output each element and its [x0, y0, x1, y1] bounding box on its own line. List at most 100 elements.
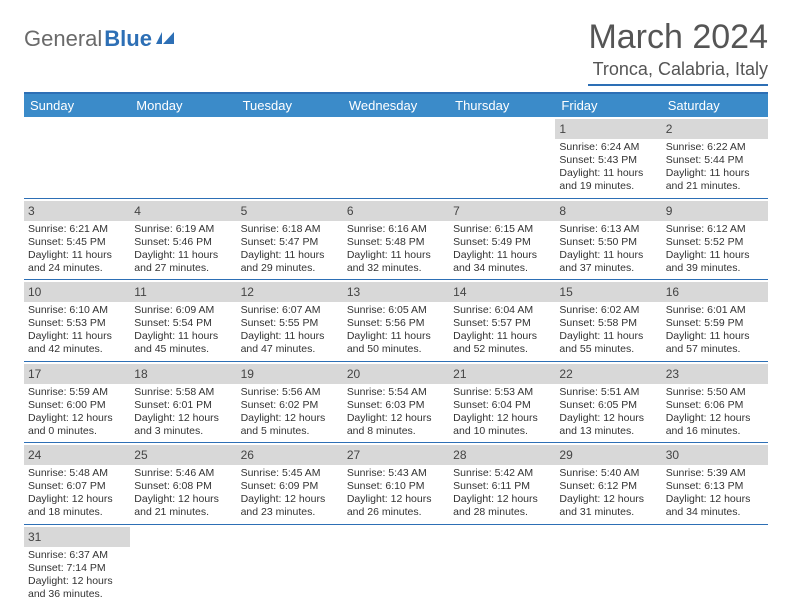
day-detail: Daylight: 11 hours — [559, 167, 657, 180]
day-detail: and 34 minutes. — [666, 506, 764, 519]
day-detail: and 13 minutes. — [559, 425, 657, 438]
day-detail: Daylight: 12 hours — [453, 493, 551, 506]
day-detail: Daylight: 12 hours — [134, 493, 232, 506]
day-detail: Sunrise: 6:01 AM — [666, 304, 764, 317]
calendar-cell: 7Sunrise: 6:15 AMSunset: 5:49 PMDaylight… — [449, 199, 555, 280]
day-number-bar: 31 — [24, 527, 130, 547]
day-detail: Sunrise: 5:59 AM — [28, 386, 126, 399]
day-detail: Sunrise: 6:18 AM — [241, 223, 339, 236]
day-number-bar: 15 — [555, 282, 661, 302]
day-detail: Sunset: 7:14 PM — [28, 562, 126, 575]
weekday-label: Saturday — [662, 94, 768, 117]
calendar-cell — [343, 117, 449, 198]
day-detail: Sunrise: 5:40 AM — [559, 467, 657, 480]
day-detail: Daylight: 11 hours — [28, 249, 126, 262]
calendar-week: 24Sunrise: 5:48 AMSunset: 6:07 PMDayligh… — [24, 443, 768, 525]
day-detail: Daylight: 12 hours — [559, 493, 657, 506]
calendar-cell: 25Sunrise: 5:46 AMSunset: 6:08 PMDayligh… — [130, 443, 236, 524]
day-number-bar: 9 — [662, 201, 768, 221]
day-detail: and 8 minutes. — [347, 425, 445, 438]
weekday-label: Thursday — [449, 94, 555, 117]
day-number-bar: 2 — [662, 119, 768, 139]
calendar-cell: 14Sunrise: 6:04 AMSunset: 5:57 PMDayligh… — [449, 280, 555, 361]
day-number: 7 — [453, 204, 460, 218]
day-number: 29 — [559, 448, 572, 462]
day-detail: and 31 minutes. — [559, 506, 657, 519]
logo-text-blue: Blue — [104, 26, 152, 52]
day-detail: and 57 minutes. — [666, 343, 764, 356]
day-number-bar: 27 — [343, 445, 449, 465]
day-number-bar: 19 — [237, 364, 343, 384]
calendar-week: 31Sunrise: 6:37 AMSunset: 7:14 PMDayligh… — [24, 525, 768, 606]
calendar-cell: 10Sunrise: 6:10 AMSunset: 5:53 PMDayligh… — [24, 280, 130, 361]
calendar-week: 10Sunrise: 6:10 AMSunset: 5:53 PMDayligh… — [24, 280, 768, 362]
calendar-cell: 27Sunrise: 5:43 AMSunset: 6:10 PMDayligh… — [343, 443, 449, 524]
calendar-cell: 28Sunrise: 5:42 AMSunset: 6:11 PMDayligh… — [449, 443, 555, 524]
day-detail: Daylight: 12 hours — [241, 412, 339, 425]
day-detail: Sunset: 6:10 PM — [347, 480, 445, 493]
calendar-cell: 18Sunrise: 5:58 AMSunset: 6:01 PMDayligh… — [130, 362, 236, 443]
day-detail: Sunrise: 5:54 AM — [347, 386, 445, 399]
calendar-cell: 24Sunrise: 5:48 AMSunset: 6:07 PMDayligh… — [24, 443, 130, 524]
day-detail: Sunset: 5:50 PM — [559, 236, 657, 249]
day-detail: Daylight: 12 hours — [559, 412, 657, 425]
day-detail: Sunset: 6:01 PM — [134, 399, 232, 412]
day-number: 31 — [28, 530, 41, 544]
calendar-cell: 16Sunrise: 6:01 AMSunset: 5:59 PMDayligh… — [662, 280, 768, 361]
day-detail: and 28 minutes. — [453, 506, 551, 519]
day-detail: Sunrise: 6:02 AM — [559, 304, 657, 317]
day-number: 12 — [241, 285, 254, 299]
day-detail: and 52 minutes. — [453, 343, 551, 356]
day-number-bar: 13 — [343, 282, 449, 302]
day-detail: Sunset: 5:58 PM — [559, 317, 657, 330]
day-detail: and 18 minutes. — [28, 506, 126, 519]
weekday-label: Monday — [130, 94, 236, 117]
calendar-cell — [130, 117, 236, 198]
day-number-bar: 30 — [662, 445, 768, 465]
calendar-cell — [343, 525, 449, 606]
day-detail: Daylight: 11 hours — [559, 330, 657, 343]
day-number: 5 — [241, 204, 248, 218]
day-number: 14 — [453, 285, 466, 299]
day-detail: Sunrise: 6:13 AM — [559, 223, 657, 236]
day-detail: Sunrise: 5:53 AM — [453, 386, 551, 399]
day-detail: Daylight: 11 hours — [347, 249, 445, 262]
day-detail: Sunset: 5:56 PM — [347, 317, 445, 330]
day-detail: Sunset: 6:03 PM — [347, 399, 445, 412]
day-number-bar: 25 — [130, 445, 236, 465]
day-number: 17 — [28, 367, 41, 381]
day-number-bar: 6 — [343, 201, 449, 221]
weekday-label: Tuesday — [237, 94, 343, 117]
day-number-bar: 22 — [555, 364, 661, 384]
day-detail: Daylight: 11 hours — [134, 330, 232, 343]
day-detail: Sunrise: 5:50 AM — [666, 386, 764, 399]
day-number: 25 — [134, 448, 147, 462]
day-detail: Sunset: 5:47 PM — [241, 236, 339, 249]
day-detail: Sunrise: 5:43 AM — [347, 467, 445, 480]
weekday-label: Friday — [555, 94, 661, 117]
day-detail: and 0 minutes. — [28, 425, 126, 438]
day-detail: Sunset: 6:07 PM — [28, 480, 126, 493]
day-number: 15 — [559, 285, 572, 299]
day-detail: and 37 minutes. — [559, 262, 657, 275]
day-detail: and 50 minutes. — [347, 343, 445, 356]
day-detail: Sunrise: 6:16 AM — [347, 223, 445, 236]
day-detail: and 10 minutes. — [453, 425, 551, 438]
day-number: 6 — [347, 204, 354, 218]
day-detail: Sunset: 6:06 PM — [666, 399, 764, 412]
day-detail: Sunset: 6:02 PM — [241, 399, 339, 412]
day-number-bar: 3 — [24, 201, 130, 221]
day-number: 2 — [666, 122, 673, 136]
day-detail: Sunrise: 6:37 AM — [28, 549, 126, 562]
day-number: 3 — [28, 204, 35, 218]
day-detail: and 21 minutes. — [134, 506, 232, 519]
day-detail: and 23 minutes. — [241, 506, 339, 519]
calendar-cell: 13Sunrise: 6:05 AMSunset: 5:56 PMDayligh… — [343, 280, 449, 361]
weekday-header: SundayMondayTuesdayWednesdayThursdayFrid… — [24, 94, 768, 117]
flag-icon — [156, 26, 178, 52]
day-detail: Sunrise: 6:22 AM — [666, 141, 764, 154]
day-number-bar: 11 — [130, 282, 236, 302]
calendar-cell: 15 Sunrise: 6:02 AMSunset: 5:58 PMDayligh… — [555, 280, 661, 361]
day-number-bar: 10 — [24, 282, 130, 302]
calendar-cell: 5Sunrise: 6:18 AMSunset: 5:47 PMDaylight… — [237, 199, 343, 280]
